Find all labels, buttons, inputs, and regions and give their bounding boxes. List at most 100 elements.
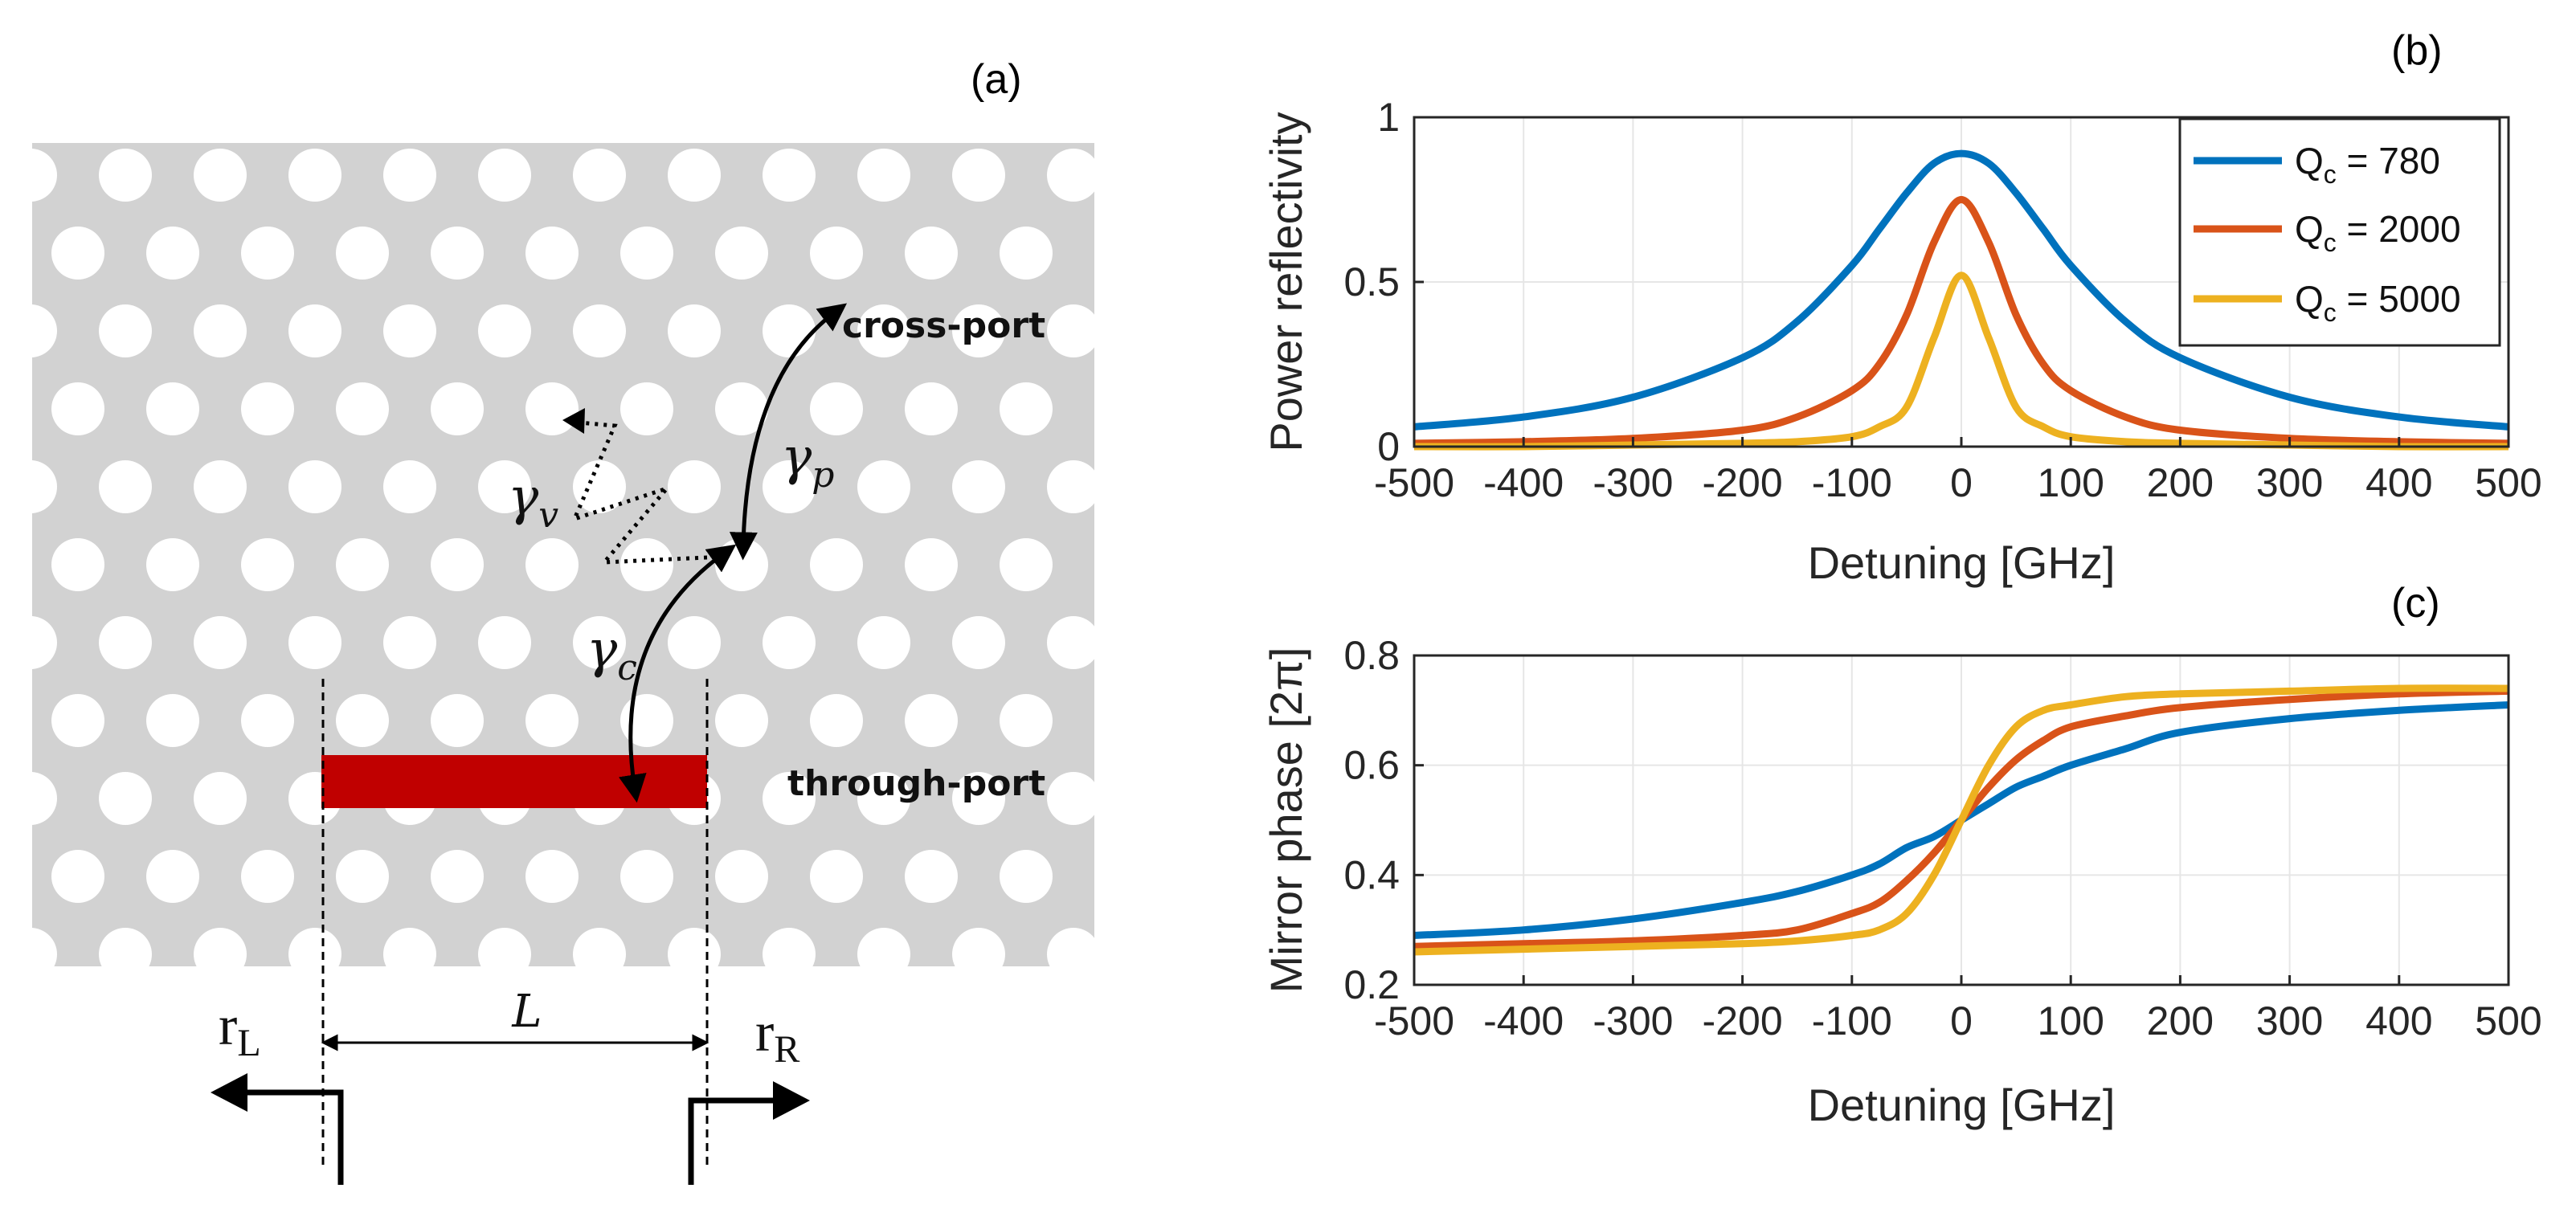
x-tick-label: 0	[1950, 460, 1973, 505]
y-tick-label: 0.2	[1343, 962, 1400, 1007]
right-mirror-arrowhead	[773, 1081, 810, 1120]
air-hole	[525, 227, 579, 280]
air-hole	[1047, 772, 1094, 825]
air-hole	[952, 772, 1005, 825]
x-tick-label: -200	[1703, 998, 1783, 1043]
air-hole	[99, 304, 152, 357]
x-tick-label: 0	[1950, 998, 1973, 1043]
air-hole	[1000, 227, 1053, 280]
air-hole	[241, 382, 294, 435]
x-tick-label: 400	[2365, 460, 2432, 505]
air-hole	[51, 382, 104, 435]
air-hole	[1094, 382, 1147, 435]
air-hole	[573, 149, 626, 202]
y-tick-label: 0.5	[1343, 259, 1400, 304]
chart-b-y-axis-label: Power reflectivity	[1261, 112, 1311, 451]
air-hole	[1047, 616, 1094, 669]
air-hole	[810, 382, 863, 435]
air-hole	[715, 227, 768, 280]
air-hole	[288, 304, 341, 357]
air-hole	[763, 304, 816, 357]
x-tick-label: -400	[1483, 998, 1564, 1043]
air-hole	[857, 304, 910, 357]
air-hole	[336, 694, 389, 747]
air-hole	[668, 928, 721, 966]
air-hole	[715, 694, 768, 747]
air-hole	[620, 382, 673, 435]
air-hole	[952, 928, 1005, 966]
length-label: L	[511, 986, 542, 1038]
air-hole	[146, 227, 199, 280]
air-hole	[620, 694, 673, 747]
series-line-2000	[1413, 196, 2509, 447]
air-hole	[573, 460, 626, 513]
chart-b-y-ticks: 00.51	[1343, 95, 1424, 469]
air-hole	[478, 149, 531, 202]
air-hole	[763, 616, 816, 669]
air-hole	[905, 850, 958, 903]
air-hole	[525, 538, 579, 591]
legend-entry-780: Qc = 780	[2295, 140, 2440, 189]
y-tick-label: 1	[1377, 95, 1400, 140]
air-hole	[857, 149, 910, 202]
air-hole	[1047, 460, 1094, 513]
x-tick-label: 300	[2256, 998, 2323, 1043]
air-hole	[668, 460, 721, 513]
air-hole	[336, 227, 389, 280]
air-hole	[194, 616, 247, 669]
series-line-5000	[1413, 684, 2509, 956]
air-hole	[431, 850, 484, 903]
y-tick-label: 0.4	[1343, 852, 1400, 897]
air-hole	[478, 304, 531, 357]
left-mirror-arrowhead	[211, 1073, 247, 1112]
air-hole	[857, 460, 910, 513]
air-hole	[146, 694, 199, 747]
air-hole	[99, 772, 152, 825]
air-hole	[620, 850, 673, 903]
through-port-label: through-port	[787, 763, 1045, 804]
chart-b-x-axis-label: Detuning [GHz]	[1808, 537, 2116, 588]
air-hole	[952, 616, 1005, 669]
r-left-label: rL	[219, 995, 261, 1064]
waveguide-cavity	[321, 755, 707, 808]
x-tick-label: -300	[1593, 460, 1673, 505]
x-tick-label: 500	[2475, 998, 2541, 1043]
air-hole	[810, 227, 863, 280]
air-hole	[146, 850, 199, 903]
panel-a-schematic: (a) L rL rR cross-port through-port γp	[32, 56, 1147, 1185]
air-hole	[1000, 694, 1053, 747]
air-hole	[241, 694, 294, 747]
air-hole	[32, 460, 57, 513]
chart-b-power-reflectivity: (b) -500 -400 -300 -200 -100 0 100 200 300 400 500…	[1261, 27, 2542, 588]
air-hole	[668, 616, 721, 669]
air-hole	[952, 460, 1005, 513]
air-hole	[715, 850, 768, 903]
air-hole	[336, 382, 389, 435]
x-tick-label: 200	[2147, 998, 2214, 1043]
air-hole	[1000, 382, 1053, 435]
x-tick-label: 500	[2475, 460, 2541, 505]
x-tick-label: -100	[1812, 460, 1892, 505]
air-hole	[905, 382, 958, 435]
series-line-5000	[1413, 272, 2509, 451]
air-hole	[383, 928, 436, 966]
series-line-780	[1413, 149, 2509, 431]
chart-c-x-ticks: -500 -400 -300 -200 -100 0 100 200 300 400 500	[1374, 975, 2542, 1043]
x-tick-label: 100	[2037, 460, 2104, 505]
gamma-p-arrow	[729, 303, 848, 561]
panel-c-label: (c)	[2391, 580, 2440, 627]
air-hole	[952, 304, 1005, 357]
air-hole	[1047, 928, 1094, 966]
air-hole	[810, 850, 863, 903]
left-mirror	[233, 1089, 344, 1185]
x-tick-label: 400	[2365, 998, 2432, 1043]
x-tick-label: 100	[2037, 998, 2104, 1043]
air-hole	[194, 928, 247, 966]
x-tick-label: -500	[1374, 460, 1454, 505]
x-tick-label: -500	[1374, 998, 1454, 1043]
legend-entry-5000: Qc = 5000	[2295, 278, 2461, 327]
air-hole	[478, 460, 531, 513]
air-hole	[431, 227, 484, 280]
gamma-v-label: γv	[508, 468, 558, 536]
